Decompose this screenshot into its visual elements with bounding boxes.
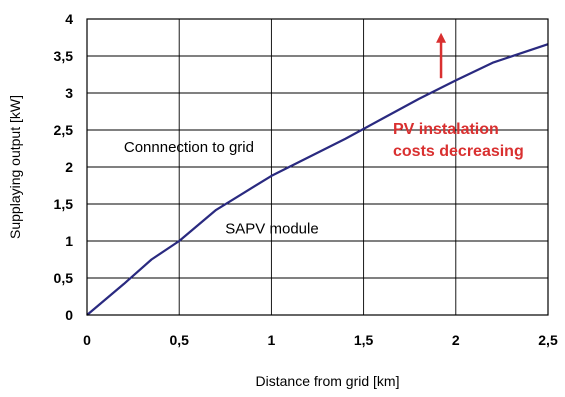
tick-labels: 0 0,5 1 1,5 2 2,5 3 3,5 4 0 0,5 1 1,5 2 2,5 xyxy=(54,11,558,348)
series-line xyxy=(86,43,549,316)
up-arrow-icon xyxy=(436,32,447,43)
y-tick-label: 0,5 xyxy=(54,270,74,286)
x-tick-label: 1 xyxy=(268,332,276,348)
region-label: Connnection to grid xyxy=(124,139,254,156)
cost-annotation-line: PV instalation xyxy=(393,121,499,138)
y-tick-label: 2 xyxy=(65,159,73,175)
x-tick-label: 0 xyxy=(83,332,91,348)
y-axis-title: Supplaying output [kW] xyxy=(7,95,23,239)
grid-layer xyxy=(86,18,549,316)
x-tick-label: 1,5 xyxy=(354,332,374,348)
annotation-layer: Connnection to grid SAPV module PV instala… xyxy=(124,32,524,238)
y-tick-label: 3 xyxy=(65,85,73,101)
x-axis-title: Distance from grid [km] xyxy=(256,373,400,389)
x-tick-label: 0,5 xyxy=(169,332,189,348)
y-tick-label: 1 xyxy=(65,233,73,249)
y-tick-label: 3,5 xyxy=(54,48,74,64)
y-tick-label: 4 xyxy=(65,11,73,27)
plot-area-border xyxy=(86,18,549,316)
x-tick-label: 2,5 xyxy=(538,332,558,348)
cost-annotation-line: costs decreasing xyxy=(393,143,524,160)
x-tick-label: 2 xyxy=(452,332,460,348)
y-tick-label: 1,5 xyxy=(54,196,74,212)
region-label: SAPV module xyxy=(225,221,318,238)
series-layer xyxy=(86,43,549,316)
y-tick-label: 2,5 xyxy=(54,122,74,138)
y-tick-label: 0 xyxy=(65,307,73,323)
